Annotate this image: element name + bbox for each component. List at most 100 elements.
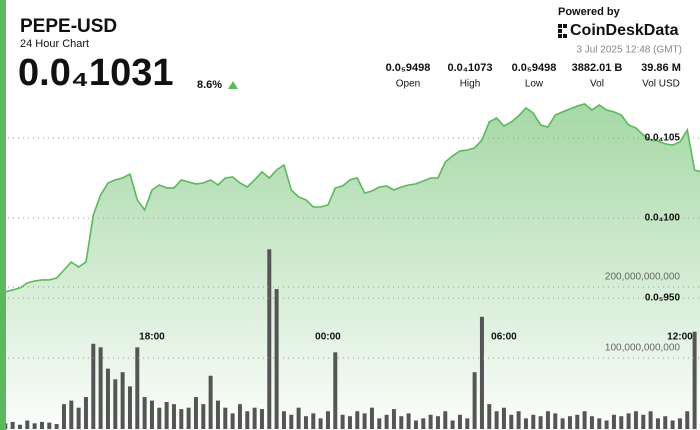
volume-bar — [91, 343, 96, 429]
volume-bar — [69, 400, 74, 429]
volume-bar — [531, 414, 536, 429]
volume-bar — [142, 397, 147, 429]
volume-bar — [377, 418, 382, 429]
volume-bar — [641, 414, 646, 429]
price-area — [5, 103, 700, 430]
volume-bar — [648, 411, 653, 429]
x-tick-label: 18:00 — [139, 332, 165, 343]
stat-value: 39.86 M — [641, 62, 681, 74]
volume-bar — [230, 413, 235, 429]
volume-bar — [61, 404, 66, 429]
volume-bar — [303, 416, 308, 429]
y2-tick-label: 200,000,000,000 — [605, 272, 681, 283]
stat-label: Open — [396, 79, 420, 90]
volume-bar — [501, 407, 506, 429]
volume-bar — [575, 414, 580, 429]
volume-bar — [472, 372, 477, 429]
volume-bar — [589, 416, 594, 429]
stats: 0.0₅9498 Open 0.0₄1073 High 0.0₅9498 Low 3882.… — [386, 62, 681, 90]
stat-label: High — [460, 79, 481, 90]
volume-bar — [479, 316, 484, 429]
volume-bar — [223, 407, 228, 429]
stat-value: 0.0₅9498 — [512, 62, 557, 74]
volume-bar — [384, 414, 389, 429]
grid — [8, 137, 700, 359]
volume-bar — [25, 420, 30, 429]
powered-label: Powered by — [558, 6, 621, 18]
volume-bar — [677, 418, 682, 429]
change: 8.6% — [197, 79, 222, 91]
volume-bar — [47, 422, 52, 429]
volume-bar — [296, 407, 301, 429]
volume-bar — [670, 420, 675, 429]
volume-bar — [267, 249, 272, 429]
stat-label: Vol — [590, 79, 604, 90]
volume-bar — [355, 411, 360, 429]
volume-bar — [193, 397, 198, 429]
volume-bar — [245, 411, 250, 429]
volume-bar — [633, 411, 638, 429]
volume-bar — [347, 416, 352, 429]
volume-bar — [340, 414, 345, 429]
volume-bar — [509, 414, 514, 429]
volume-bar — [567, 416, 572, 429]
stat-value: 3882.01 B — [572, 62, 623, 74]
volume-bar — [98, 347, 103, 429]
volume-bar — [10, 421, 15, 429]
y2-tick-label: 100,000,000,000 — [605, 343, 681, 354]
volume-bar — [259, 409, 264, 429]
volume-bar — [523, 418, 528, 429]
volume-bar — [465, 418, 470, 429]
volume-bar — [76, 407, 81, 429]
volume-bar — [545, 411, 550, 429]
volume-bar — [289, 414, 294, 429]
volume-bar — [281, 411, 286, 429]
volume-bar — [362, 413, 367, 429]
volume-bar — [369, 407, 374, 429]
x-tick-label: 06:00 — [491, 332, 517, 343]
volume-bar — [208, 375, 213, 429]
volume-bar — [582, 411, 587, 429]
volume-bar — [487, 404, 492, 429]
volume-bar — [457, 414, 462, 429]
volume-bar — [538, 416, 543, 429]
volume-bar — [201, 404, 206, 429]
volume-bar — [428, 414, 433, 429]
volume-bar — [311, 413, 316, 429]
volume-bar — [399, 416, 404, 429]
volume-bar — [237, 404, 242, 429]
volume-bar — [135, 347, 140, 429]
volume-bar — [663, 416, 668, 429]
x-tick-label: 12:00 — [667, 332, 693, 343]
volume-bar — [83, 397, 88, 429]
volume-bar — [516, 411, 521, 429]
volume-bar — [692, 331, 697, 429]
volume-bar — [17, 424, 22, 429]
volume-bar — [685, 411, 690, 429]
volume-bar — [179, 409, 184, 429]
price-line — [5, 103, 700, 293]
y-tick-label: 0.0₄100 — [645, 213, 681, 224]
volume-bar — [413, 420, 418, 429]
volume-bar — [597, 418, 602, 429]
volume-bar — [186, 407, 191, 429]
volume-bar — [611, 414, 616, 429]
volume-bar — [318, 418, 323, 429]
volume-bar — [127, 386, 132, 429]
volume-bar — [443, 411, 448, 429]
volume-bar — [494, 411, 499, 429]
plot-area: 0.0₄105 0.0₄100 0.0₅950 200,000,000,000 100,… — [3, 103, 700, 430]
stat-label: Vol USD — [642, 79, 680, 90]
volume-bar — [391, 409, 396, 429]
volume-bar — [274, 289, 279, 429]
up-arrow — [228, 81, 238, 89]
volume-bar — [560, 418, 565, 429]
volume-bar — [655, 418, 660, 429]
title: PEPE-USD — [20, 16, 117, 37]
volume-bar — [421, 418, 426, 429]
accent-bar — [0, 0, 6, 430]
stat-value: 0.0₄1073 — [447, 62, 492, 74]
brand: CoinDeskData — [570, 22, 679, 39]
volume-bar — [626, 413, 631, 429]
volume-bar — [619, 416, 624, 429]
